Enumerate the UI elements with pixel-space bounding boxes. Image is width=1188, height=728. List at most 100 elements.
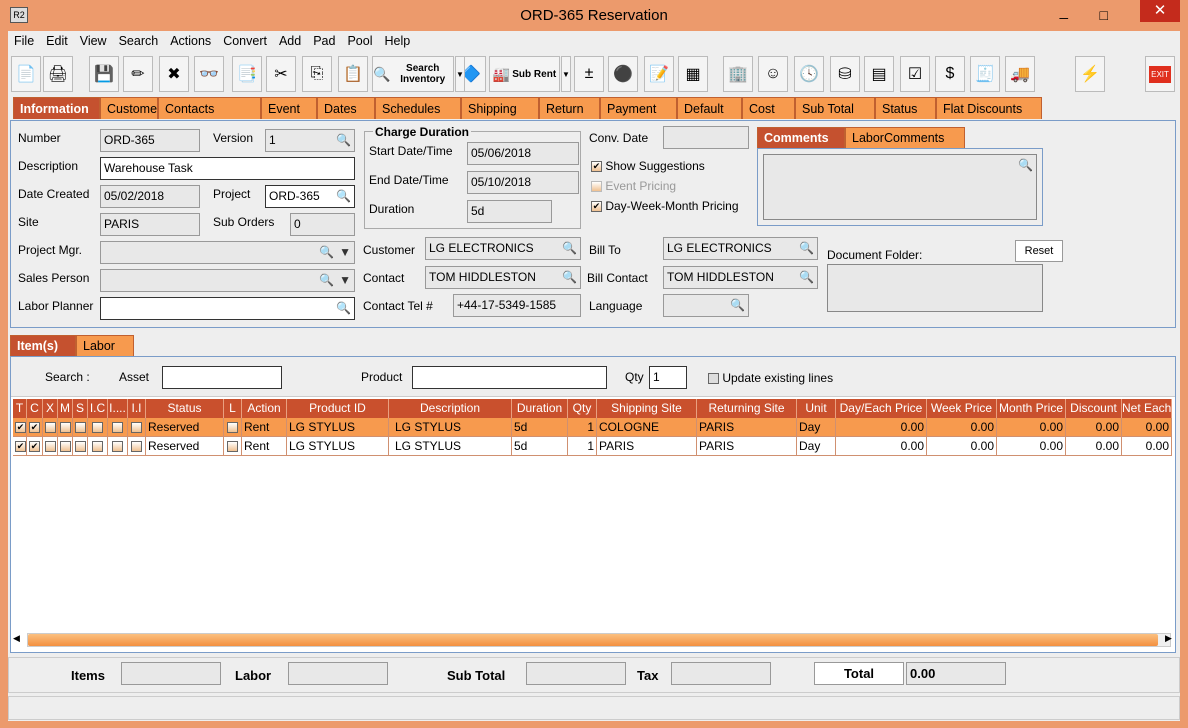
table-row-selected-cell[interactable]: 0.00 — [1122, 418, 1172, 437]
search-icon[interactable]: 🔍 — [319, 273, 334, 287]
table-row-selected-cell[interactable]: ✔ — [13, 418, 27, 437]
table-row-selected-cell[interactable] — [108, 418, 128, 437]
checkbox[interactable] — [227, 422, 238, 434]
print-button[interactable]: 🖨 — [43, 56, 73, 92]
table-row-cell[interactable]: 1 — [568, 437, 597, 456]
menu-actions[interactable]: Actions — [170, 34, 212, 48]
search-icon[interactable]: 🔍 — [336, 189, 351, 203]
minimize-button[interactable]: _ — [1059, 3, 1068, 20]
checkbox[interactable] — [45, 441, 56, 453]
column-header[interactable]: Product ID — [287, 399, 389, 418]
qty-input[interactable]: 1 — [649, 366, 687, 389]
product-input[interactable] — [412, 366, 607, 389]
payment-button[interactable]: $ — [935, 56, 965, 92]
scrollbar-thumb[interactable] — [28, 634, 1158, 646]
table-row-selected-cell[interactable] — [43, 418, 58, 437]
notepad-button[interactable]: 📝 — [644, 56, 674, 92]
start-date-field[interactable]: 05/06/2018 — [467, 142, 579, 165]
tab-customer[interactable]: Customer — [100, 97, 158, 119]
table-row-selected-cell[interactable]: Rent — [242, 418, 287, 437]
column-header[interactable]: Month Price — [997, 399, 1066, 418]
copy-button[interactable]: ⎘ — [302, 56, 332, 92]
end-date-field[interactable]: 05/10/2018 — [467, 171, 579, 194]
column-header[interactable]: T — [13, 399, 27, 418]
tab-status[interactable]: Status — [875, 97, 936, 119]
table-row-selected-cell[interactable] — [73, 418, 88, 437]
search-icon[interactable]: 🔍 — [562, 241, 577, 255]
duration-field[interactable]: 5d — [467, 200, 552, 223]
table-row-selected-cell[interactable] — [224, 418, 242, 437]
table-row-cell[interactable]: LG STYLUS — [287, 437, 389, 456]
group-button[interactable]: ⚫ — [608, 56, 638, 92]
tab-payment[interactable]: Payment — [600, 97, 677, 119]
smiley-button[interactable]: ☺ — [758, 56, 788, 92]
tab-labor-comments[interactable]: LaborComments — [845, 127, 965, 148]
column-header[interactable]: Qty — [568, 399, 597, 418]
tab-items[interactable]: Item(s) — [10, 335, 76, 356]
schedule-button[interactable]: 🕓 — [794, 56, 824, 92]
tel-field[interactable]: +44-17-5349-1585 — [453, 294, 581, 317]
chevron-down-icon[interactable]: ▼ — [339, 273, 351, 287]
table-row-cell[interactable]: ✔ — [27, 437, 43, 456]
table-row-cell[interactable]: PARIS — [597, 437, 697, 456]
edit-button[interactable]: ✏ — [123, 56, 153, 92]
column-header[interactable]: Discount — [1066, 399, 1122, 418]
document-folder-field[interactable] — [827, 264, 1043, 312]
dropdown-arrow-icon[interactable]: ▼ — [561, 56, 571, 92]
save-button[interactable]: 💾 — [89, 56, 119, 92]
tab-shipping[interactable]: Shipping — [461, 97, 539, 119]
checkbox[interactable] — [227, 441, 238, 453]
column-header[interactable]: Day/Each Price — [836, 399, 927, 418]
table-row-cell[interactable]: 0.00 — [927, 437, 997, 456]
search-icon[interactable]: 🔍 — [336, 133, 351, 147]
table-row-selected-cell[interactable]: COLOGNE — [597, 418, 697, 437]
tab-sub-total[interactable]: Sub Total — [795, 97, 875, 119]
table-row-selected-cell[interactable]: 5d — [512, 418, 568, 437]
new-document-button[interactable]: 📄 — [11, 56, 41, 92]
tab-default[interactable]: Default — [677, 97, 742, 119]
tab-labor[interactable]: Labor — [76, 335, 134, 356]
column-header[interactable]: I.... — [108, 399, 128, 418]
table-row-selected-cell[interactable] — [128, 418, 146, 437]
number-field[interactable]: ORD-365 — [100, 129, 200, 152]
table-row-cell[interactable] — [73, 437, 88, 456]
reset-button[interactable]: Reset — [1015, 240, 1063, 262]
search-icon[interactable]: 🔍 — [319, 245, 334, 259]
tab-comments[interactable]: Comments — [757, 127, 845, 148]
menu-search[interactable]: Search — [118, 34, 159, 48]
table-row-selected-cell[interactable]: LG STYLUS — [389, 418, 512, 437]
table-row-cell[interactable] — [224, 437, 242, 456]
menu-add[interactable]: Add — [278, 34, 302, 48]
table-row-selected-cell[interactable]: Reserved — [146, 418, 224, 437]
date-created-field[interactable]: 05/02/2018 — [100, 185, 200, 208]
search-icon[interactable]: 🔍 — [336, 301, 351, 315]
table-row-cell[interactable]: 0.00 — [1122, 437, 1172, 456]
tab-cost[interactable]: Cost — [742, 97, 795, 119]
tools-button[interactable]: ⚡ — [1075, 56, 1105, 92]
checkbox[interactable] — [92, 441, 103, 453]
search-icon[interactable]: 🔍 — [562, 270, 577, 284]
horizontal-scrollbar[interactable] — [27, 633, 1171, 647]
description-field[interactable]: Warehouse Task — [100, 157, 355, 180]
project-mgr-field[interactable]: 🔍 ▼ — [100, 241, 355, 264]
scroll-right-icon[interactable]: ▶ — [1165, 633, 1172, 643]
table-row-cell[interactable]: Day — [797, 437, 836, 456]
table-row-selected-cell[interactable] — [88, 418, 108, 437]
exit-button[interactable]: EXIT — [1145, 56, 1175, 92]
column-header[interactable]: Shipping Site — [597, 399, 697, 418]
site-field[interactable]: PARIS — [100, 213, 200, 236]
table-row-selected-cell[interactable]: ✔ — [27, 418, 43, 437]
table-row-selected-cell[interactable]: 0.00 — [1066, 418, 1122, 437]
pool-button[interactable]: ▦ — [678, 56, 708, 92]
stamp-button[interactable]: ⛁ — [830, 56, 860, 92]
table-row-selected-cell[interactable]: LG STYLUS — [287, 418, 389, 437]
checkbox[interactable] — [75, 441, 86, 453]
column-header[interactable]: M — [58, 399, 73, 418]
table-row-cell[interactable]: 0.00 — [1066, 437, 1122, 456]
checkbox[interactable]: ✔ — [29, 441, 40, 453]
table-row-cell[interactable]: 5d — [512, 437, 568, 456]
delete-button[interactable]: ✖ — [159, 56, 189, 92]
checkbox[interactable] — [60, 441, 71, 453]
asset-input[interactable] — [162, 366, 282, 389]
search-icon[interactable]: 🔍 — [799, 241, 814, 255]
